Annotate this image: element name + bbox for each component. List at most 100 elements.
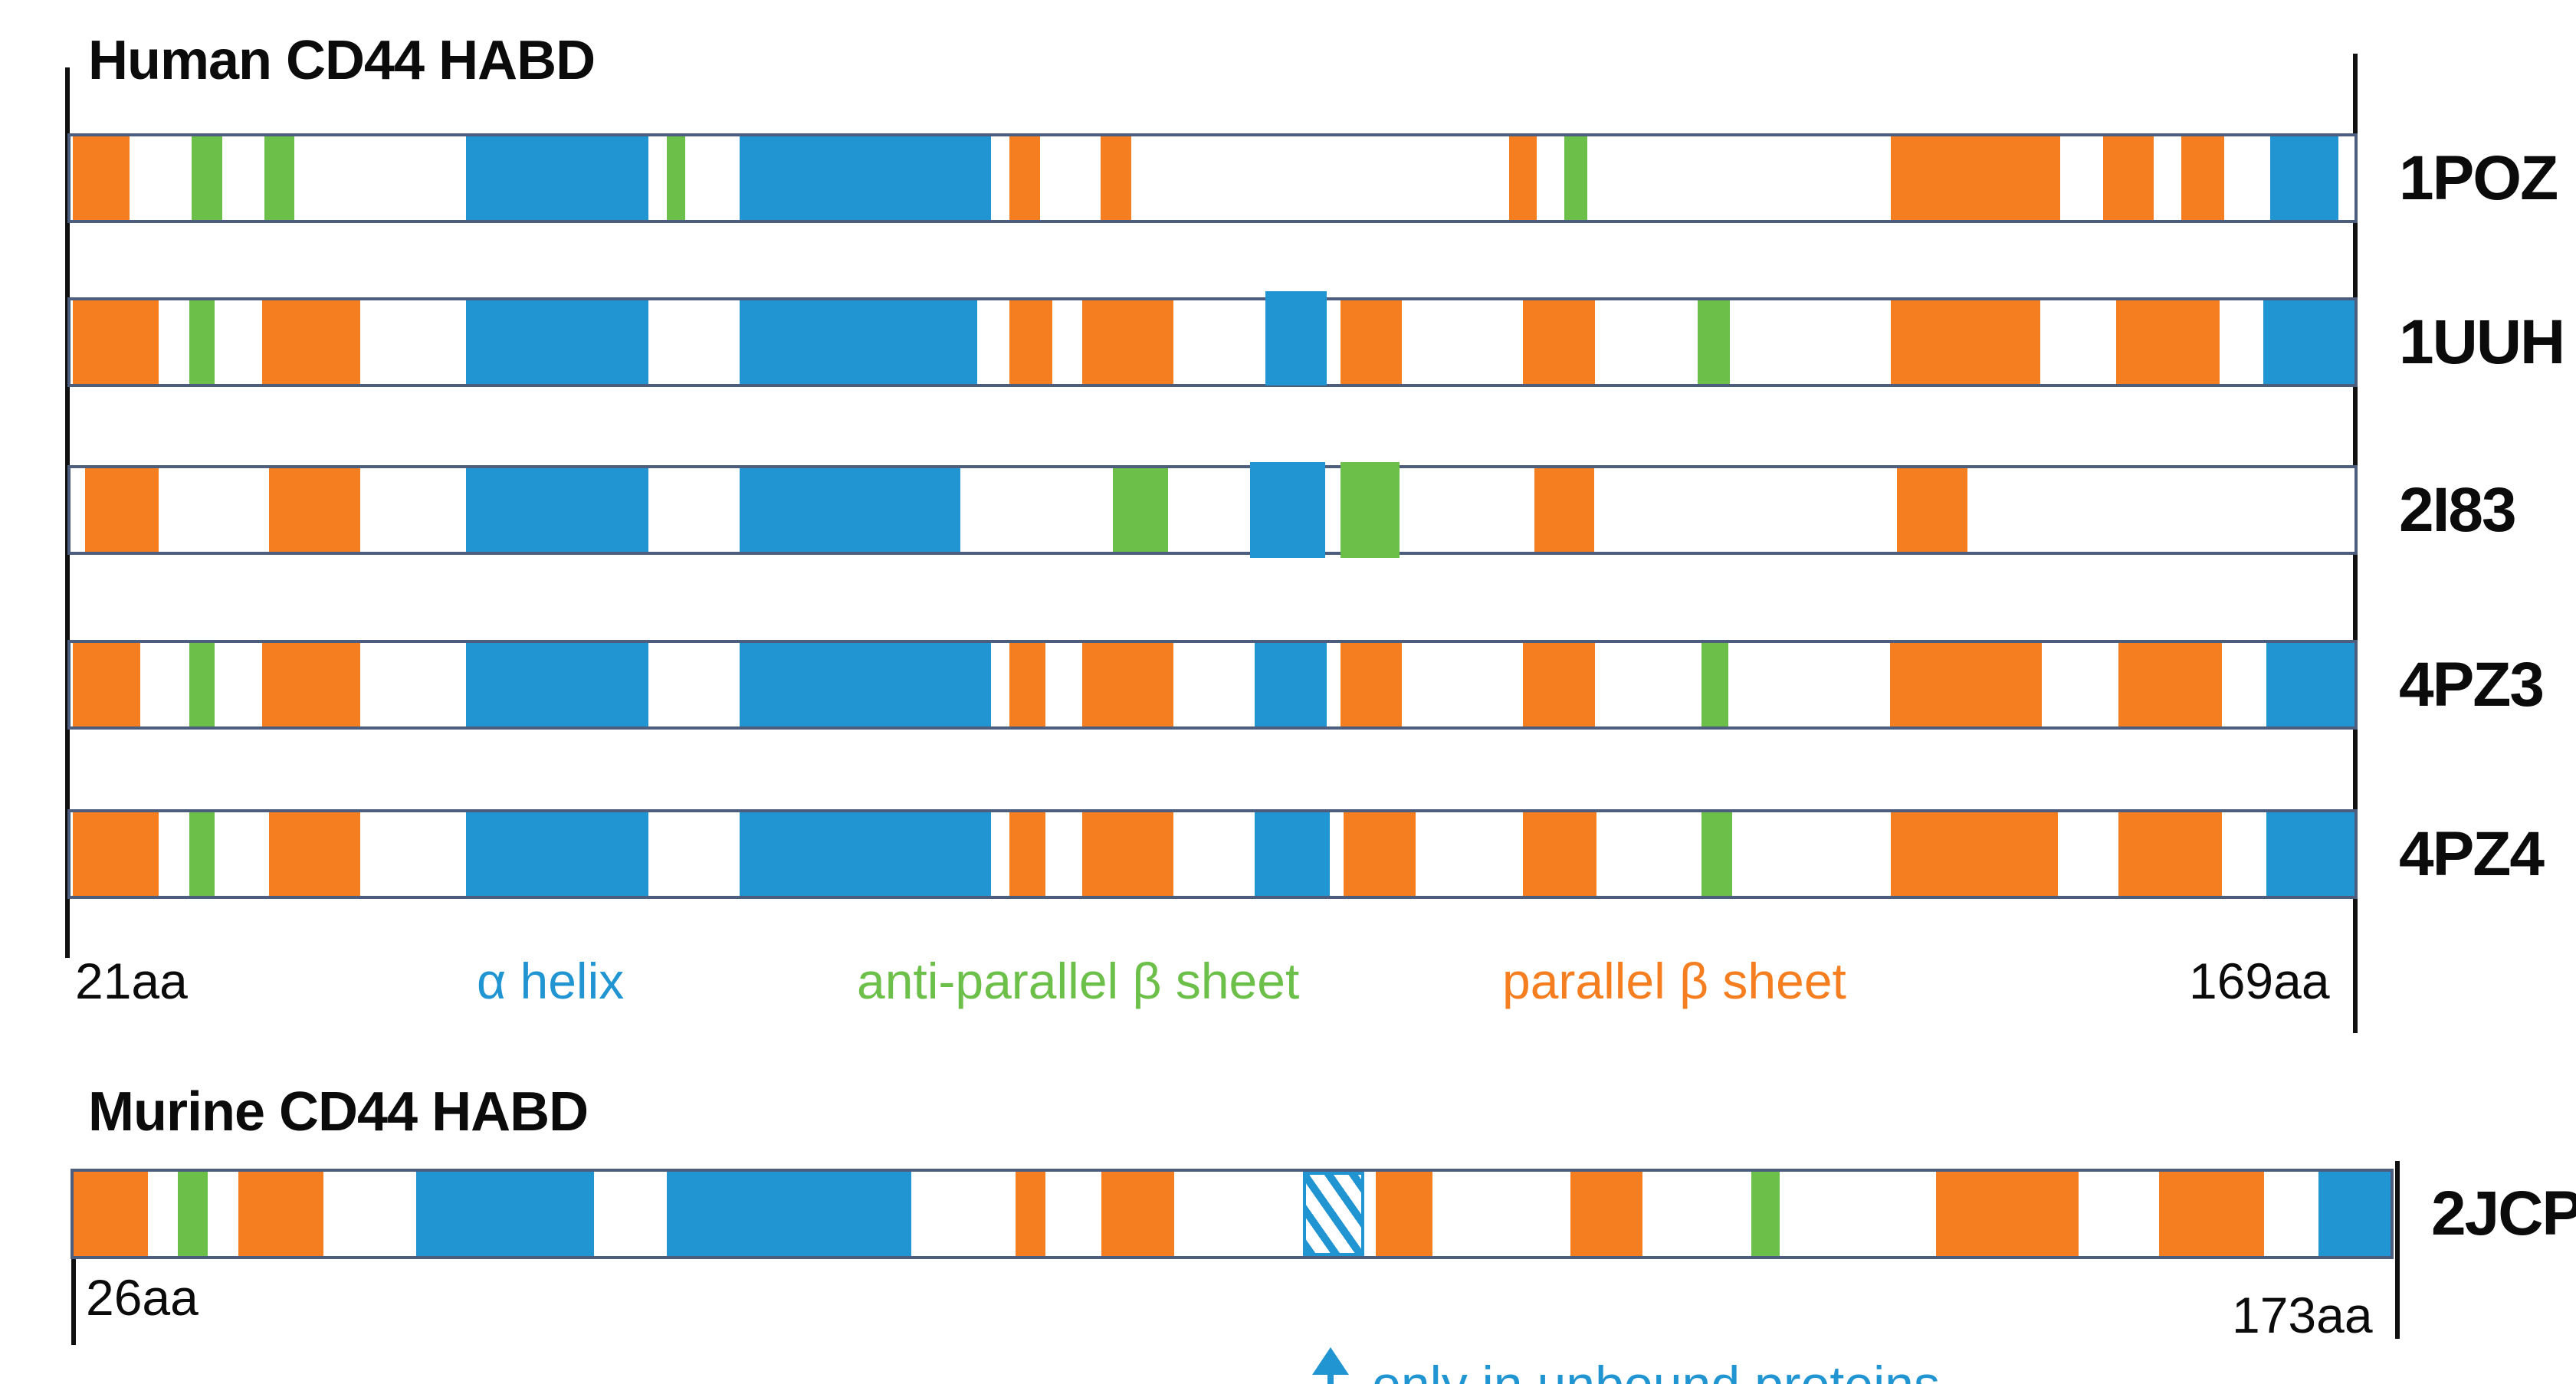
segment-parallel xyxy=(74,1172,148,1256)
segment-parallel xyxy=(1936,1172,2079,1256)
segment-helix xyxy=(740,643,991,726)
segment-antiparallel xyxy=(1564,136,1587,220)
segment-helix xyxy=(1255,812,1331,896)
segment-helix xyxy=(2266,812,2354,896)
segment-parallel xyxy=(1570,1172,1642,1256)
structure-bar-2jcp xyxy=(71,1169,2394,1259)
segment-helix xyxy=(465,136,648,220)
segment-parallel xyxy=(2181,136,2225,220)
segment-helix xyxy=(740,136,991,220)
segment-parallel xyxy=(1082,812,1174,896)
human-section-title: Human CD44 HABD xyxy=(88,30,596,91)
segment-parallel xyxy=(2103,136,2154,220)
structure-bar-2i83 xyxy=(67,462,2358,558)
segment-parallel xyxy=(1101,1172,1174,1256)
row-label-1uuh: 1UUH xyxy=(2399,307,2565,377)
legend-antiparallel-beta-sheet: anti-parallel β sheet xyxy=(857,953,1300,1009)
structure-bar-1uuh xyxy=(67,291,2358,387)
segment-parallel xyxy=(1015,1172,1046,1256)
segment-parallel xyxy=(72,136,130,220)
segment-helix xyxy=(2263,300,2354,384)
segment-helix xyxy=(2269,136,2339,220)
segment-parallel xyxy=(1523,643,1596,726)
segment-parallel xyxy=(262,643,361,726)
unbound-proteins-annotation: only in unbound proteins xyxy=(1372,1355,1940,1384)
segment-parallel xyxy=(72,812,159,896)
row-label-4pz3: 4PZ3 xyxy=(2399,649,2545,720)
segment-parallel xyxy=(2158,1172,2265,1256)
segment-helix xyxy=(740,812,991,896)
segment-parallel xyxy=(2118,812,2223,896)
segment-helix xyxy=(1255,643,1327,726)
segment-antiparallel xyxy=(666,136,685,220)
murine-section-title: Murine CD44 HABD xyxy=(88,1081,589,1143)
row-label-1poz: 1POZ xyxy=(2399,143,2558,213)
segment-parallel xyxy=(2115,300,2220,384)
segment-parallel xyxy=(1509,136,1537,220)
human-start-aa-label: 21aa xyxy=(75,953,188,1009)
segment-parallel xyxy=(1340,643,1403,726)
segment-parallel xyxy=(1344,812,1416,896)
legend-alpha-helix: α helix xyxy=(477,953,625,1009)
segment-antiparallel xyxy=(189,812,215,896)
segment-helix xyxy=(465,300,648,384)
segment-parallel xyxy=(1082,643,1174,726)
segment-helix xyxy=(740,468,960,552)
segment-helix xyxy=(1250,462,1326,558)
segment-helix xyxy=(465,643,648,726)
segment-antiparallel xyxy=(1751,1172,1780,1256)
segment-antiparallel xyxy=(1113,468,1168,552)
segment-parallel xyxy=(1891,136,2060,220)
segment-helix xyxy=(2266,643,2354,726)
murine-end-aa-label: 173aa xyxy=(2232,1287,2373,1343)
segment-antiparallel xyxy=(191,136,223,220)
segment-antiparallel xyxy=(264,136,295,220)
segment-antiparallel xyxy=(178,1172,208,1256)
segment-parallel xyxy=(1340,300,1403,384)
segment-parallel xyxy=(1889,643,2042,726)
segment-parallel xyxy=(1891,300,2041,384)
segment-antiparallel xyxy=(189,643,215,726)
structure-bar-4pz4 xyxy=(67,809,2358,899)
segment-antiparallel xyxy=(1340,462,1400,558)
segment-helix xyxy=(1265,291,1327,385)
segment-parallel xyxy=(1896,468,1967,552)
segment-parallel xyxy=(1009,300,1053,384)
segment-parallel xyxy=(1009,643,1046,726)
segment-parallel xyxy=(1534,468,1594,552)
segment-helix xyxy=(740,300,978,384)
segment-antiparallel xyxy=(189,300,215,384)
murine-start-aa-label: 26aa xyxy=(86,1269,199,1326)
segment-parallel xyxy=(72,643,140,726)
legend-parallel-beta-sheet: parallel β sheet xyxy=(1502,953,1846,1009)
segment-parallel xyxy=(269,812,361,896)
segment-parallel xyxy=(72,300,159,384)
segment-parallel xyxy=(1009,136,1040,220)
segment-parallel xyxy=(1009,812,1046,896)
segment-parallel xyxy=(1523,300,1596,384)
segment-helix xyxy=(666,1172,911,1256)
segment-parallel xyxy=(1891,812,2058,896)
segment-helix xyxy=(465,812,648,896)
segment-helix xyxy=(416,1172,594,1256)
segment-antiparallel xyxy=(1701,643,1729,726)
murine-row-label: 2JCP xyxy=(2431,1179,2576,1248)
segment-antiparallel xyxy=(1701,812,1732,896)
segment-helix xyxy=(2318,1172,2391,1256)
segment-antiparallel xyxy=(1698,300,1730,384)
segment-parallel xyxy=(1100,136,1132,220)
segment-helix xyxy=(465,468,648,552)
structure-bar-1poz xyxy=(67,133,2358,223)
segment-parallel xyxy=(238,1172,324,1256)
human-end-aa-label: 169aa xyxy=(2189,953,2330,1009)
segment-parallel xyxy=(2118,643,2223,726)
segment-parallel xyxy=(262,300,361,384)
segment-parallel xyxy=(269,468,361,552)
segment-parallel xyxy=(1375,1172,1432,1256)
segment-parallel xyxy=(1523,812,1596,896)
murine-right-axis-line xyxy=(2395,1161,2400,1339)
structure-bar-4pz3 xyxy=(67,640,2358,730)
row-label-2i83: 2I83 xyxy=(2399,474,2517,545)
segment-hatch xyxy=(1302,1172,1364,1256)
